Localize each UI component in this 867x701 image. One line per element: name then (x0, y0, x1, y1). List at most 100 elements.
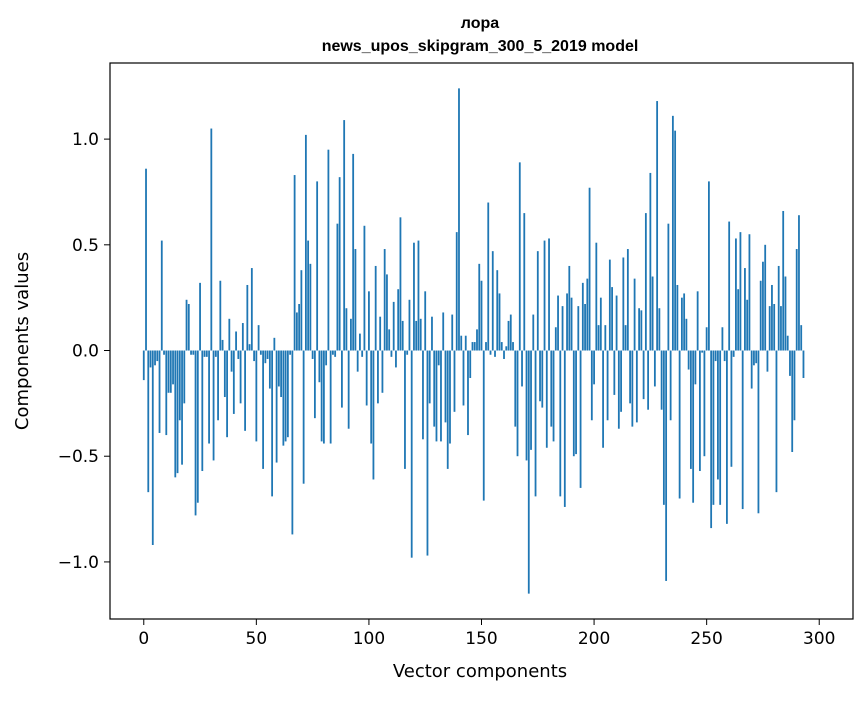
bar-64 (286, 350, 289, 438)
bar-208 (611, 287, 613, 351)
bar-89 (343, 120, 346, 351)
bar-80 (322, 350, 325, 444)
bar-119 (410, 350, 413, 558)
bar-44 (241, 323, 244, 351)
bar-11 (167, 350, 170, 393)
bar-10 (165, 350, 168, 436)
bar-284 (782, 210, 785, 351)
bar-286 (786, 335, 789, 351)
bar-61 (280, 350, 283, 398)
bar-142 (462, 350, 465, 406)
bar-169 (523, 213, 526, 351)
bar-158 (498, 293, 501, 351)
bar-276 (764, 244, 767, 351)
bar-182 (552, 350, 555, 442)
bar-174 (534, 350, 537, 497)
bar-88 (341, 350, 343, 408)
bar-164 (512, 342, 514, 351)
bar-86 (336, 223, 339, 351)
bar-271 (753, 350, 755, 366)
bar-266 (741, 350, 744, 510)
bar-285 (784, 276, 787, 351)
bar-267 (744, 268, 746, 351)
y-tick-label: 0.5 (72, 236, 99, 256)
bar-190 (570, 297, 573, 351)
bar-156 (494, 350, 496, 357)
bar-53 (262, 350, 264, 469)
bar-115 (401, 320, 404, 351)
bar-224 (647, 350, 650, 410)
bar-157 (496, 270, 499, 351)
bar-253 (712, 350, 715, 505)
bar-63 (284, 350, 287, 442)
bar-73 (307, 240, 310, 351)
bar-161 (505, 346, 508, 351)
bar-67 (293, 175, 296, 351)
bar-57 (271, 350, 274, 497)
bar-29 (208, 350, 210, 444)
bar-78 (318, 350, 321, 383)
bar-206 (606, 350, 609, 421)
bar-293 (802, 350, 805, 378)
bar-292 (800, 325, 803, 351)
bar-48 (250, 268, 253, 351)
bar-204 (602, 350, 604, 448)
bar-268 (746, 299, 749, 351)
bar-103 (374, 265, 377, 351)
bar-129 (433, 350, 436, 427)
bar-96 (359, 333, 361, 351)
bar-144 (467, 350, 469, 436)
bar-191 (572, 350, 575, 457)
bar-14 (174, 350, 177, 478)
bar-272 (755, 350, 758, 364)
bar-179 (545, 350, 548, 448)
y-tick-label: 1.0 (72, 130, 99, 150)
bar-265 (739, 232, 742, 351)
bar-1 (145, 168, 147, 351)
bar-9 (163, 350, 165, 355)
bar-241 (685, 318, 688, 351)
bar-62 (282, 350, 285, 446)
bar-227 (653, 350, 656, 387)
bar-176 (539, 350, 541, 402)
bar-269 (748, 234, 751, 351)
bar-263 (735, 238, 737, 351)
bar-234 (669, 350, 672, 421)
bar-40 (232, 350, 235, 414)
bar-283 (780, 306, 782, 351)
bar-290 (795, 249, 798, 351)
bar-207 (608, 259, 611, 351)
bar-25 (199, 282, 201, 351)
bar-237 (676, 284, 679, 351)
bar-5 (154, 350, 156, 366)
bar-240 (683, 293, 686, 351)
bar-221 (640, 310, 643, 351)
x-axis: 0 50 100 150 200 250 300 (138, 619, 835, 649)
bar-218 (633, 278, 636, 351)
bar-69 (298, 304, 301, 351)
bar-258 (723, 350, 726, 362)
bar-118 (408, 299, 411, 351)
bar-197 (586, 278, 589, 351)
bar-200 (593, 350, 595, 385)
bar-84 (332, 350, 334, 355)
bar-49 (253, 350, 255, 362)
bar-98 (363, 225, 366, 351)
bar-45 (244, 350, 246, 431)
bar-233 (667, 223, 670, 351)
bar-232 (665, 350, 668, 581)
bar-41 (235, 331, 237, 351)
bar-213 (622, 257, 625, 351)
bar-173 (532, 314, 535, 351)
bar-145 (469, 350, 472, 378)
bar-166 (516, 350, 519, 457)
x-tick-label: 150 (465, 629, 497, 649)
bar-141 (460, 335, 463, 351)
bar-22 (192, 350, 195, 355)
bar-251 (708, 181, 710, 351)
bar-82 (327, 149, 330, 351)
bar-287 (789, 350, 791, 376)
bar-216 (629, 350, 631, 404)
bar-23 (194, 350, 197, 516)
